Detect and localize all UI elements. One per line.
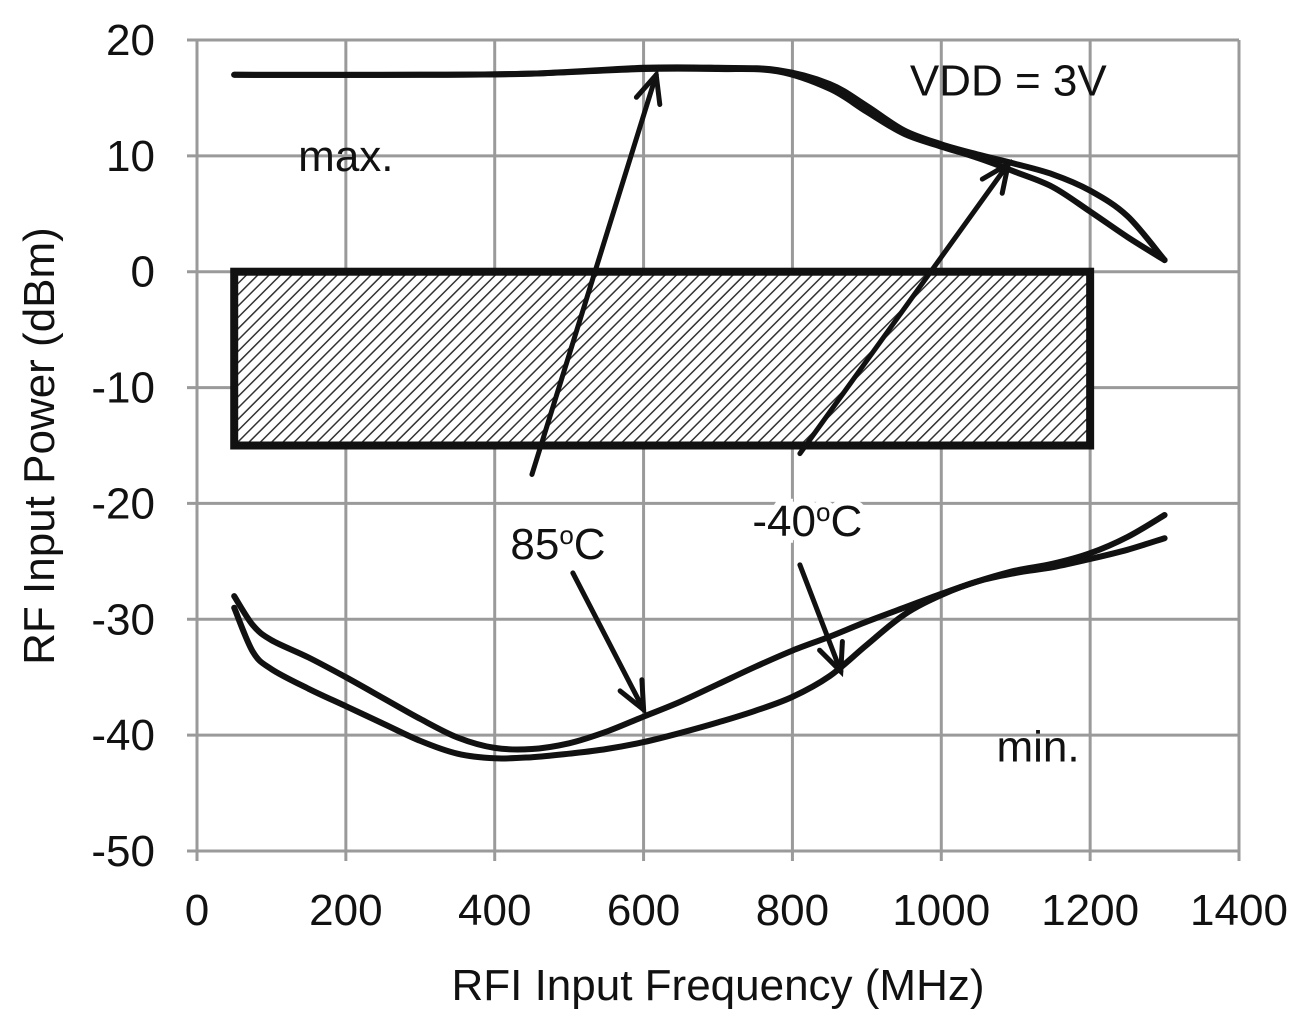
series-line: [231, 64, 1168, 264]
annotation-halo: 85oC: [510, 520, 605, 569]
x-tick-label: 1400: [1190, 886, 1288, 935]
operating-region-layer: [230, 267, 1095, 450]
operating-region: [230, 267, 1095, 450]
temperature-label: -40oC: [752, 497, 862, 546]
x-tick-label: 600: [607, 886, 680, 935]
y-tick-label: -50: [91, 827, 155, 876]
y-tick-label: 0: [131, 248, 155, 297]
annotation-arrow: [797, 562, 844, 674]
series-line: [231, 535, 1168, 762]
temperature-label: 85oC: [510, 520, 605, 569]
x-tick-label: 1200: [1041, 886, 1139, 935]
arrow-head: [817, 639, 845, 678]
tick-labels: 0 200 400 600 800 1000 1200 1400 20 10 0 -10 -20 -30 -…: [91, 16, 1288, 935]
series-line: [231, 512, 1168, 753]
y-tick-label: 20: [106, 16, 155, 65]
annotation-label: max.: [298, 132, 393, 181]
x-tick-label: 800: [756, 886, 829, 935]
y-axis-label: RF Input Power (dBm): [15, 227, 64, 665]
annotation-arrow: [570, 570, 647, 713]
y-tick-label: -20: [91, 479, 155, 528]
series-layer: [231, 64, 1168, 762]
y-tick-label: -30: [91, 595, 155, 644]
arrow-head: [633, 68, 663, 107]
x-tick-label: 400: [458, 886, 531, 935]
annotation-arrow: [797, 161, 1011, 457]
arrow-head: [617, 677, 647, 716]
arrow-layer: [529, 68, 1012, 716]
y-tick-label: -10: [91, 364, 155, 413]
arrow-head: [979, 159, 1012, 196]
y-tick-label: -40: [91, 711, 155, 760]
x-tick-label: 0: [185, 886, 209, 935]
y-tick-label: 10: [106, 132, 155, 181]
x-tick-label: 1000: [892, 886, 990, 935]
annotation-label: VDD = 3V: [910, 57, 1108, 106]
x-axis-label: RFI Input Frequency (MHz): [451, 961, 984, 1010]
annotation-label: min.: [996, 723, 1079, 772]
x-tick-label: 200: [309, 886, 382, 935]
annotation-arrow: [529, 72, 659, 477]
annotation-halo: -40oC: [752, 497, 862, 546]
